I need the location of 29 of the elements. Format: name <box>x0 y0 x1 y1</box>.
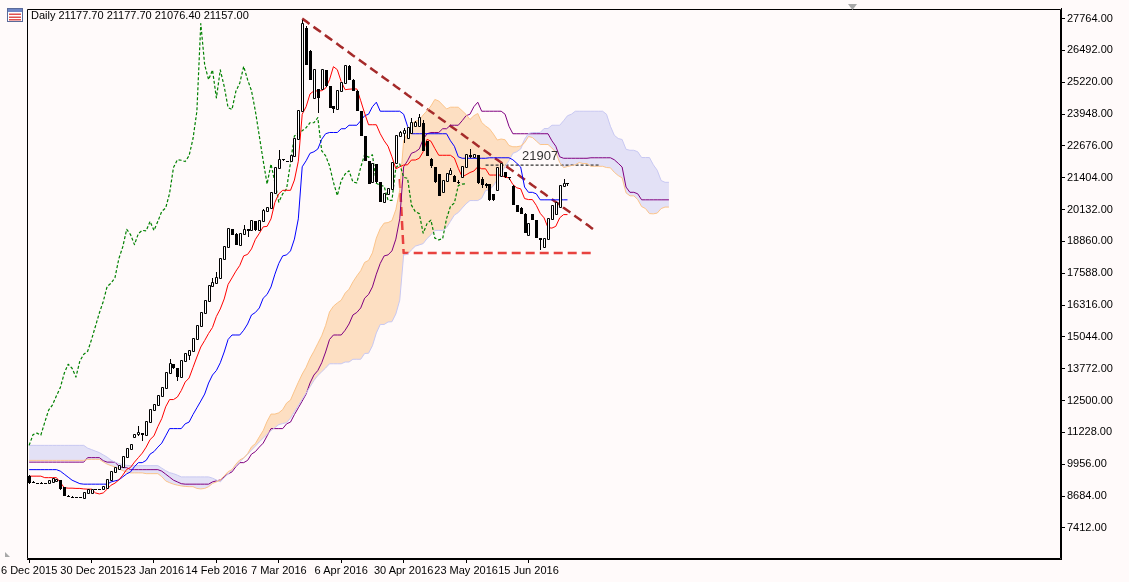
y-tick-label: 7412.00 <box>1067 520 1107 533</box>
y-tick-label: 20132.00 <box>1067 202 1113 215</box>
x-tick-label: 6 Apr 2016 <box>314 563 368 576</box>
y-tick-label: 23948.00 <box>1067 107 1113 120</box>
line-series <box>28 23 467 446</box>
y-tick-label: 13772.00 <box>1067 361 1113 374</box>
y-tick-label: 21404.00 <box>1067 170 1113 183</box>
x-tick-label: 14 Feb 2016 <box>185 563 248 576</box>
y-tick-label: 15044.00 <box>1067 329 1113 342</box>
y-tick-label: 25220.00 <box>1067 75 1113 88</box>
chart-title: Daily 21177.70 21177.70 21076.40 21157.00 <box>31 8 249 21</box>
y-tick-label: 12500.00 <box>1067 393 1113 406</box>
x-tick-label: 15 Jun 2016 <box>498 563 559 576</box>
y-tick-label: 8684.00 <box>1067 489 1107 502</box>
y-tick-label: 17588.00 <box>1067 266 1113 279</box>
x-tick-label: 7 Mar 2016 <box>250 563 307 576</box>
x-tick-label: 23 May 2016 <box>434 563 498 576</box>
y-tick-label: 16316.00 <box>1067 298 1113 311</box>
y-tick-label: 27764.00 <box>1067 11 1113 24</box>
x-tick-label: 30 Dec 2015 <box>60 563 123 576</box>
x-tick-label: 30 Apr 2016 <box>373 563 434 576</box>
y-tick-label: 26492.00 <box>1067 43 1113 56</box>
y-tick-label: 18860.00 <box>1067 234 1113 247</box>
x-tick-label: 6 Dec 2015 <box>1 563 58 576</box>
y-tick-label: 11228.00 <box>1067 425 1113 438</box>
x-tick-label: 23 Jan 2016 <box>123 563 185 576</box>
series-label: 21907 <box>522 148 559 164</box>
y-tick-label: 22676.00 <box>1067 138 1113 151</box>
y-tick-label: 9956.00 <box>1067 457 1107 470</box>
